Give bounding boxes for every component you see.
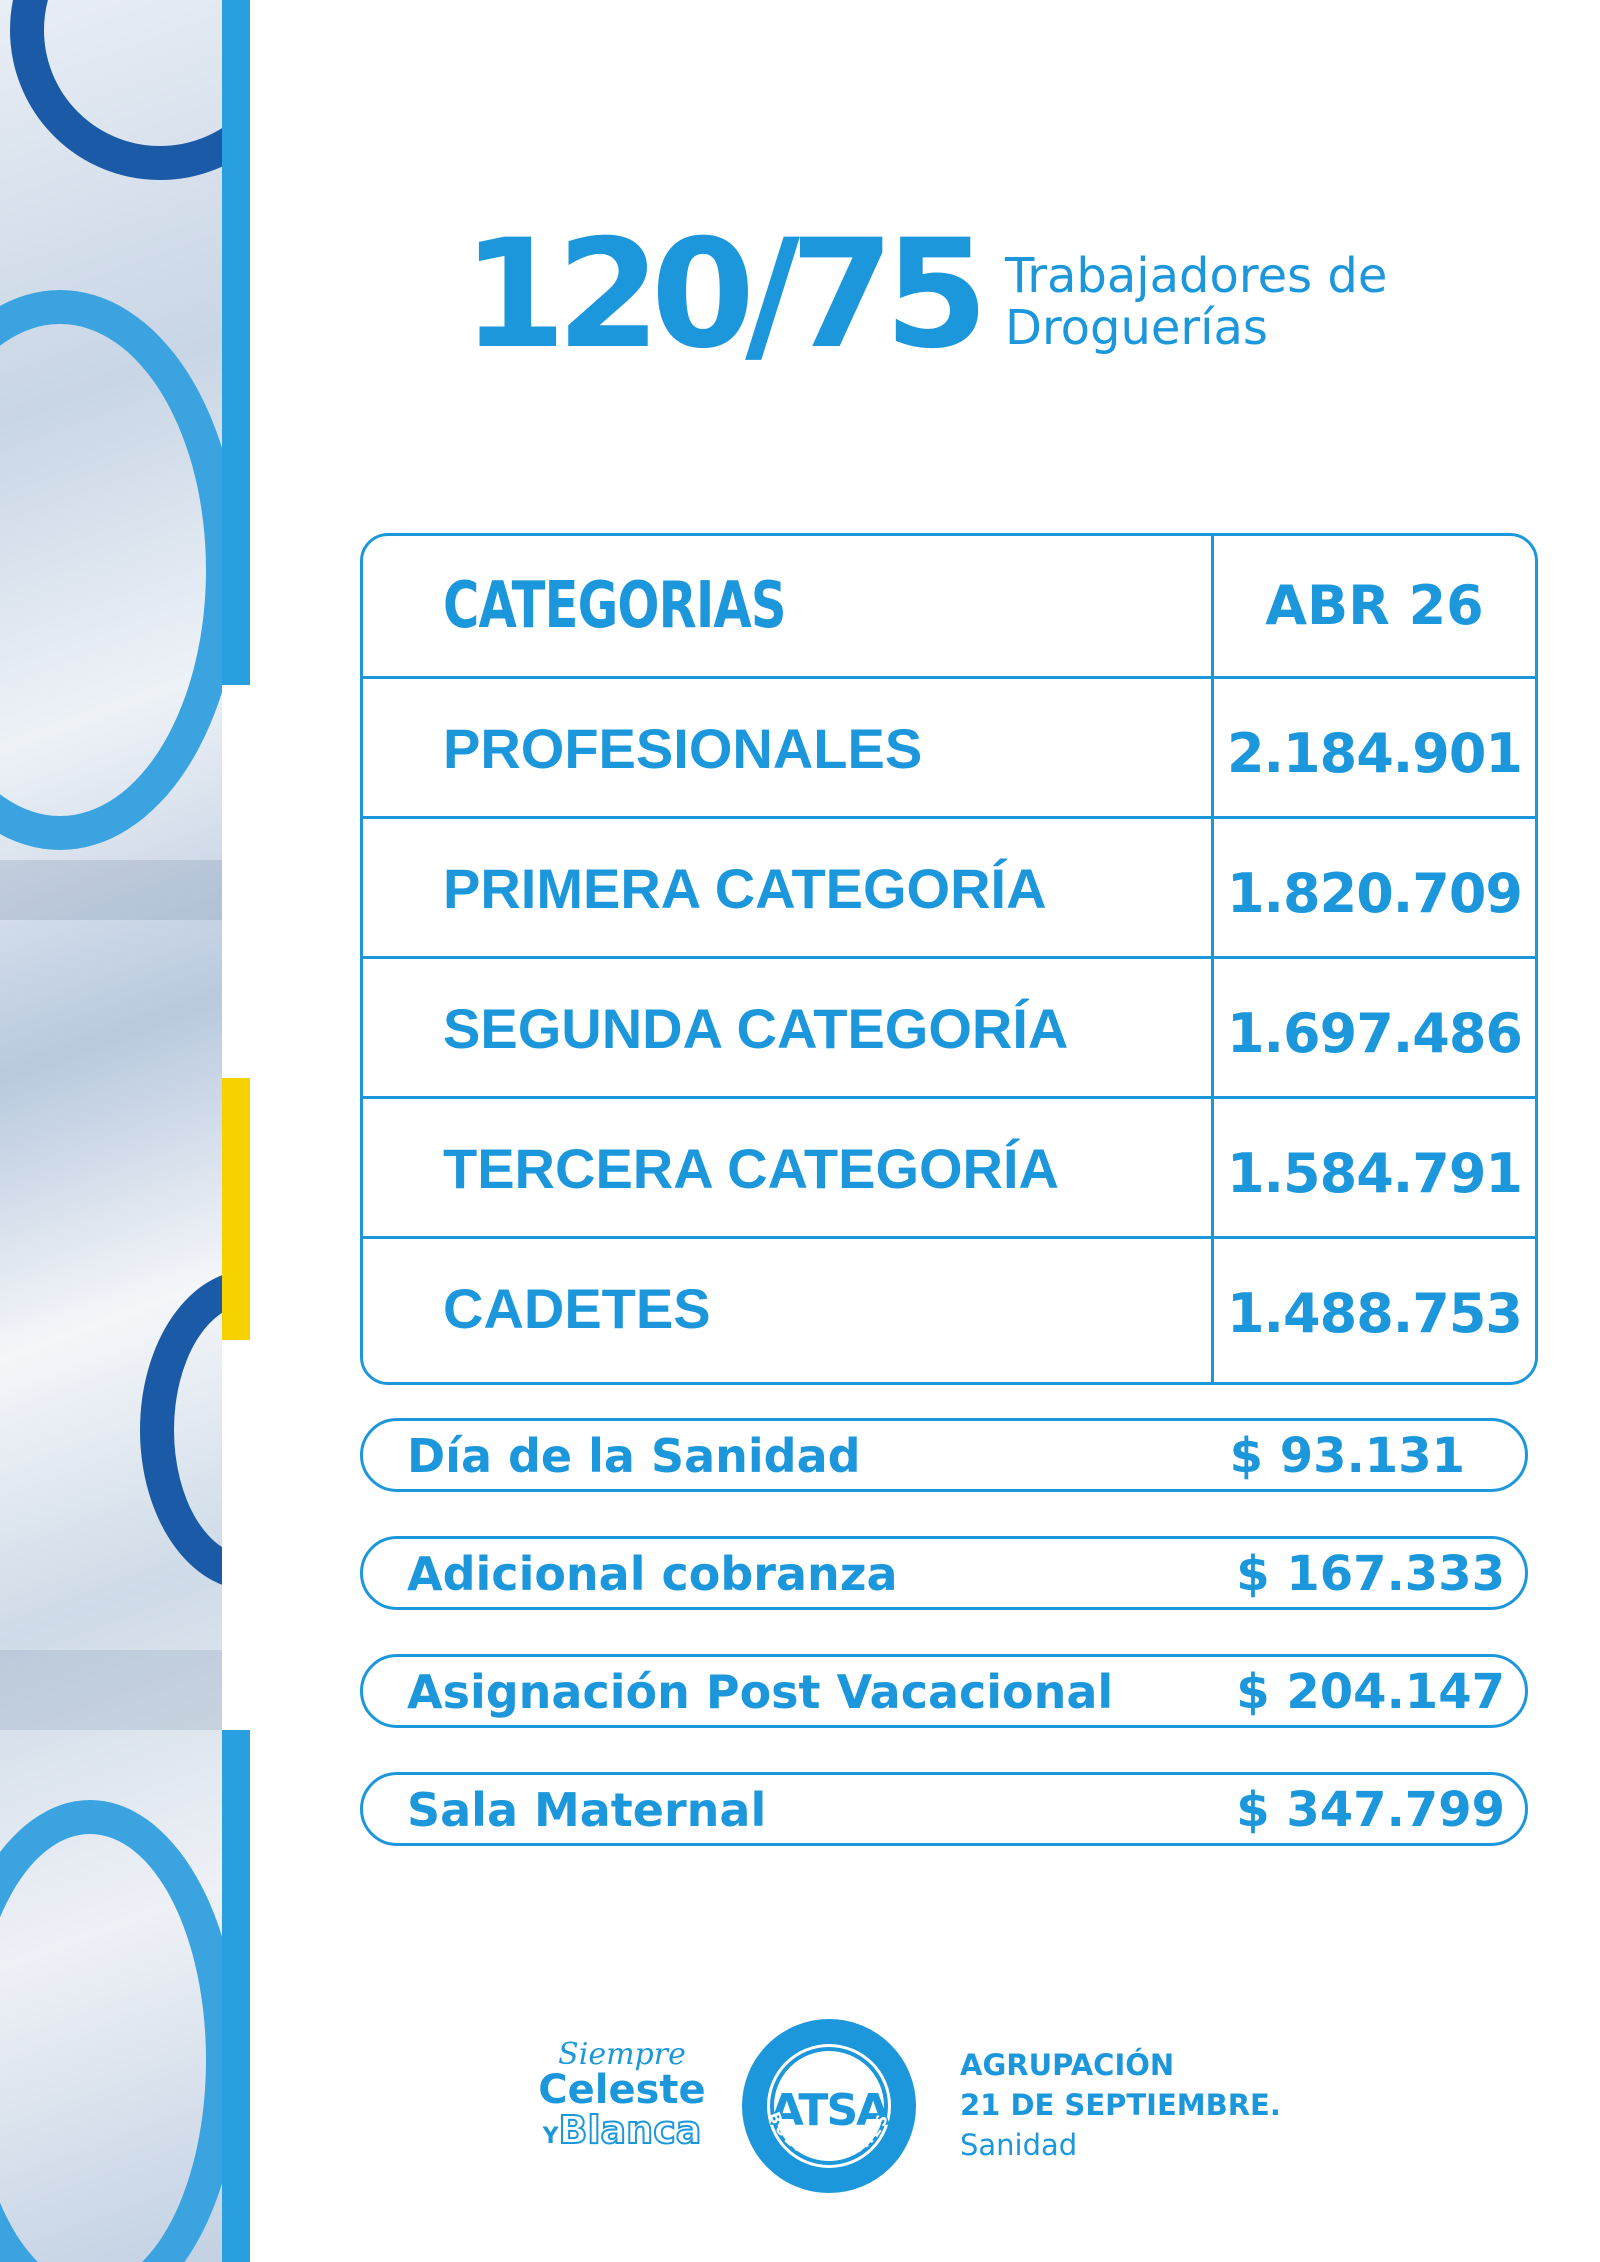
table-row-label: PRIMERA CATEGORÍA bbox=[443, 857, 1047, 920]
accent-bar-blue-bottom bbox=[222, 1730, 250, 2262]
table-row-label: PROFESIONALES bbox=[443, 717, 923, 780]
extra-item-dia-sanidad: Día de la Sanidad $ 93.131 bbox=[360, 1418, 1528, 1492]
title-number: 120/75 bbox=[462, 208, 989, 382]
table-row-value: 1.488.753 bbox=[1226, 1282, 1523, 1345]
extra-item-value: $ 167.333 bbox=[1236, 1546, 1505, 1602]
table-row: PRIMERA CATEGORÍA 1.820.709 bbox=[363, 816, 1535, 959]
flag-photo-strip bbox=[0, 0, 222, 2262]
slogan-line2: Celeste bbox=[538, 2067, 706, 2113]
slogan-y: Y bbox=[542, 2124, 559, 2149]
table-header-row: CATEGORIAS ABR 26 bbox=[363, 536, 1535, 676]
extra-item-value: $ 204.147 bbox=[1236, 1664, 1505, 1720]
table-row: TERCERA CATEGORÍA 1.584.791 bbox=[363, 1096, 1535, 1239]
atsa-logo: ATSA BUENOS AIRES bbox=[742, 2019, 916, 2193]
flag-emblem-middle bbox=[0, 290, 222, 850]
table-row: PROFESIONALES 2.184.901 bbox=[363, 676, 1535, 819]
table-row-value: 1.584.791 bbox=[1226, 1142, 1523, 1205]
extra-item-label: Día de la Sanidad bbox=[407, 1429, 861, 1483]
table-header-categories: CATEGORIAS bbox=[443, 569, 787, 643]
categories-table: CATEGORIAS ABR 26 PROFESIONALES 2.184.90… bbox=[360, 533, 1538, 1385]
flag-fold-shadow bbox=[0, 860, 222, 920]
extra-item-label: Sala Maternal bbox=[407, 1783, 767, 1837]
table-row: CADETES 1.488.753 bbox=[363, 1236, 1535, 1379]
extra-item-sala-maternal: Sala Maternal $ 347.799 bbox=[360, 1772, 1528, 1846]
extra-item-label: Adicional cobranza bbox=[407, 1547, 898, 1601]
slogan-logo: Siempre Celeste YBlanca bbox=[522, 2040, 722, 2157]
title-subtitle: Trabajadores de Droguerías bbox=[1005, 250, 1465, 354]
slogan-line3-text: Blanca bbox=[558, 2108, 703, 2152]
table-row-label: TERCERA CATEGORÍA bbox=[443, 1137, 1059, 1200]
organization-block: AGRUPACIÓN 21 DE SEPTIEMBRE. Sanidad bbox=[960, 2045, 1281, 2165]
flag-emblem-lower bbox=[140, 1270, 222, 1590]
table-row-label: CADETES bbox=[443, 1277, 711, 1340]
org-line2: 21 DE SEPTIEMBRE. bbox=[960, 2088, 1281, 2122]
title-subtitle-line1: Trabajadores de bbox=[1005, 248, 1388, 304]
org-line3: Sanidad bbox=[960, 2128, 1078, 2162]
table-header-period: ABR 26 bbox=[1265, 574, 1484, 637]
accent-bar-yellow bbox=[222, 1078, 250, 1340]
title-subtitle-line2: Droguerías bbox=[1005, 300, 1268, 356]
extra-item-value: $ 347.799 bbox=[1236, 1782, 1505, 1838]
slogan-line3: YBlanca bbox=[522, 2108, 722, 2157]
table-row-label: SEGUNDA CATEGORÍA bbox=[443, 997, 1069, 1060]
flag-emblem-top bbox=[10, 0, 222, 180]
table-row: SEGUNDA CATEGORÍA 1.697.486 bbox=[363, 956, 1535, 1099]
extra-item-label: Asignación Post Vacacional bbox=[407, 1665, 1114, 1719]
table-row-value: 2.184.901 bbox=[1226, 722, 1523, 785]
table-row-value: 1.697.486 bbox=[1226, 1002, 1523, 1065]
logo-text: ATSA bbox=[770, 2085, 890, 2136]
slogan-line1: Siempre bbox=[558, 2037, 686, 2072]
accent-bar-blue-top bbox=[222, 0, 250, 685]
org-line1: AGRUPACIÓN bbox=[960, 2048, 1175, 2082]
flag-emblem-bottom bbox=[0, 1800, 222, 2262]
extra-item-post-vacacional: Asignación Post Vacacional $ 204.147 bbox=[360, 1654, 1528, 1728]
table-column-divider bbox=[1211, 536, 1214, 1382]
flag-fold-shadow-2 bbox=[0, 1650, 222, 1730]
extra-item-adicional-cobranza: Adicional cobranza $ 167.333 bbox=[360, 1536, 1528, 1610]
extra-item-value: $ 93.131 bbox=[1229, 1428, 1465, 1484]
table-row-value: 1.820.709 bbox=[1226, 862, 1523, 925]
